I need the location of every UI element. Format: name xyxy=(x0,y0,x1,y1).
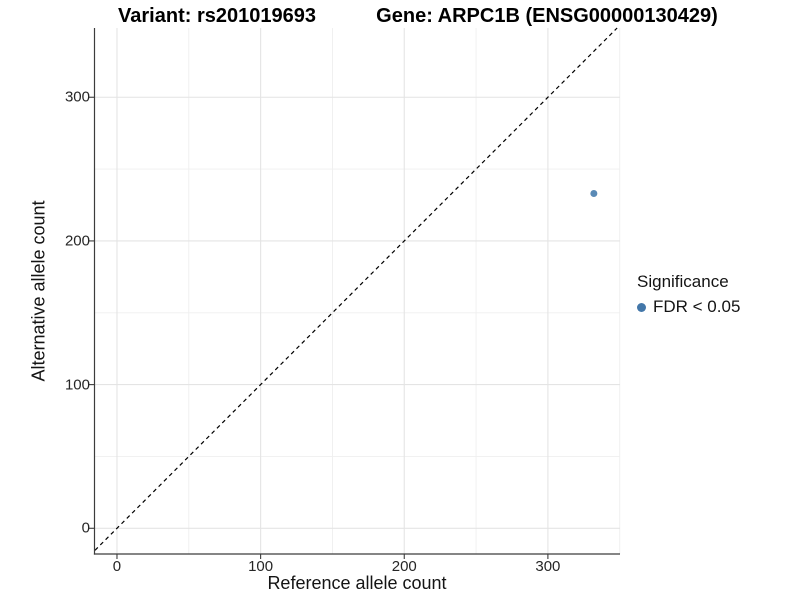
legend-point-icon xyxy=(637,302,646,312)
y-tick-label: 100 xyxy=(64,376,90,394)
x-axis-title: Reference allele count xyxy=(267,573,447,593)
gene-title: Gene: ARPC1B (ENSG00000130429) xyxy=(376,5,718,27)
x-tick-label: 0 xyxy=(112,558,122,575)
x-tick-label: 100 xyxy=(248,558,274,575)
y-tick-label: 200 xyxy=(64,232,90,250)
legend: Significance FDR < 0.05 xyxy=(637,272,740,317)
variant-title: Variant: rs201019693 xyxy=(118,5,316,27)
x-tick-label: 300 xyxy=(535,558,561,575)
legend-item-label: FDR < 0.05 xyxy=(653,297,741,316)
y-axis-title: Alternative allele count xyxy=(28,200,49,382)
y-tick-label: 300 xyxy=(64,88,90,106)
data-point xyxy=(590,190,598,198)
legend-item: FDR < 0.05 xyxy=(637,297,740,317)
x-tick-label: 200 xyxy=(391,558,417,575)
identity-line xyxy=(94,27,618,551)
legend-title: Significance xyxy=(637,272,729,291)
y-tick-label: 0 xyxy=(81,519,90,537)
